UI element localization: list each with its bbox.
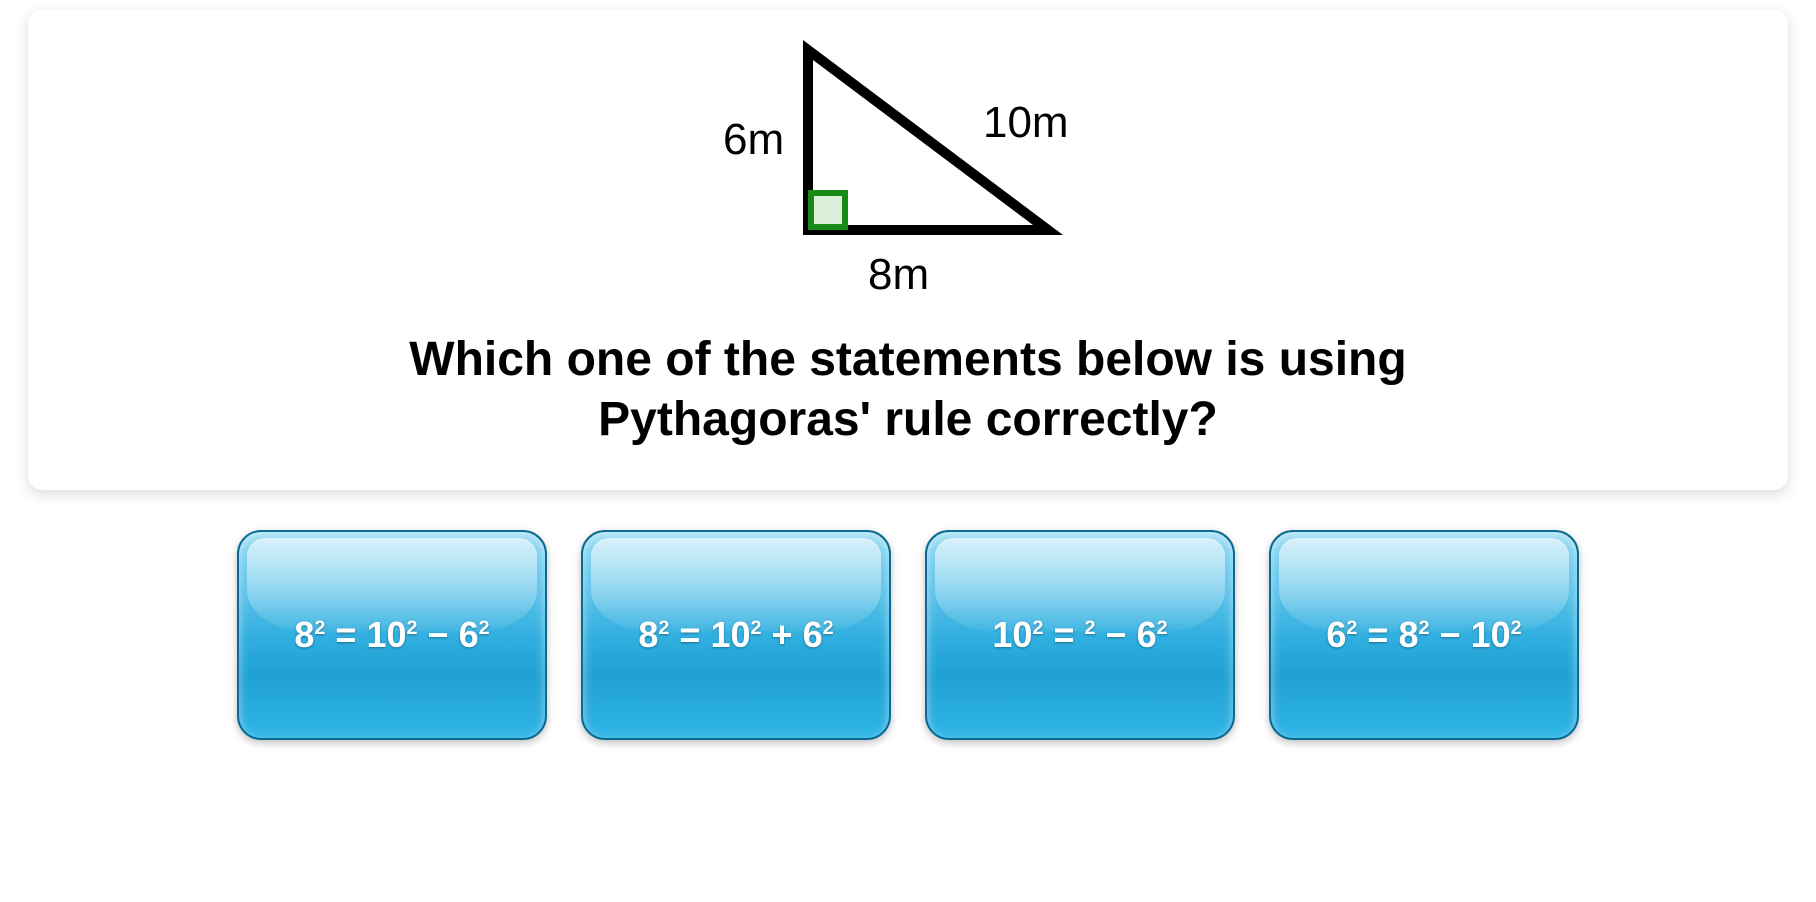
question-text: Which one of the statements below is usi… [409, 330, 1406, 450]
answer-option-3-text: 102 = 2 − 62 [992, 614, 1167, 656]
answer-option-2-text: 82 = 102 + 62 [638, 614, 833, 656]
side-label-bottom: 8m [868, 250, 929, 300]
answer-options: 82 = 102 − 62 82 = 102 + 62 102 = 2 − 62 [10, 530, 1806, 740]
quiz-wrapper: 6m 10m 8m Which one of the statements be… [0, 0, 1816, 750]
answer-option-4-text: 62 = 82 − 102 [1326, 614, 1521, 656]
question-card: 6m 10m 8m Which one of the statements be… [28, 10, 1788, 490]
triangle-svg [748, 40, 1068, 260]
side-label-left: 6m [723, 115, 784, 165]
answer-option-1-text: 82 = 102 − 62 [294, 614, 489, 656]
answer-option-2[interactable]: 82 = 102 + 62 [581, 530, 891, 740]
answer-option-4[interactable]: 62 = 82 − 102 [1269, 530, 1579, 740]
right-angle-marker [811, 193, 845, 227]
side-label-hypotenuse: 10m [983, 98, 1069, 148]
question-line-1: Which one of the statements below is usi… [409, 333, 1406, 386]
answer-option-1[interactable]: 82 = 102 − 62 [237, 530, 547, 740]
answer-option-3[interactable]: 102 = 2 − 62 [925, 530, 1235, 740]
triangle-diagram: 6m 10m 8m [648, 40, 1168, 300]
question-line-2: Pythagoras' rule correctly? [598, 393, 1218, 446]
